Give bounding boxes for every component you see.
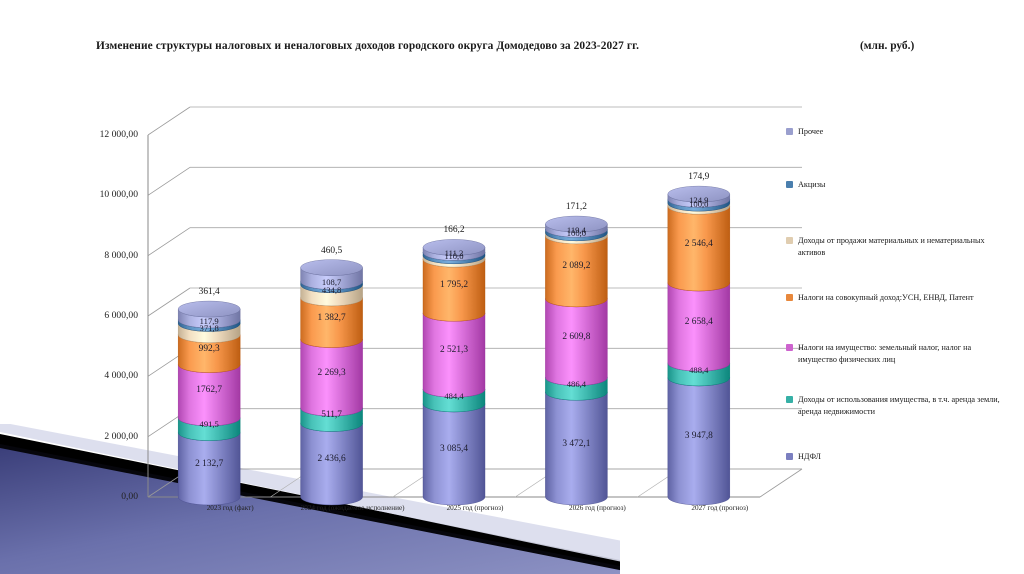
bar-group	[422, 239, 486, 506]
legend-item[interactable]: Доходы от продажи материальных и нематер…	[786, 235, 1012, 259]
y-axis-tick-label: 10 000,00	[99, 189, 138, 201]
legend-item[interactable]: Прочее	[786, 126, 1012, 138]
legend-item[interactable]: НДФЛ	[786, 451, 1012, 463]
x-axis-tick-label: 2027 год (прогноз)	[691, 504, 749, 512]
x-axis-tick-label: 2026 год (прогноз)	[568, 504, 626, 512]
y-axis-tick-label: 6 000,00	[104, 310, 138, 321]
legend-swatch-icon	[786, 294, 793, 301]
bar-group	[177, 300, 241, 506]
legend-item[interactable]: Доходы от использования имущества, в т.ч…	[786, 394, 1012, 418]
legend-swatch-icon	[786, 181, 793, 188]
y-axis-tick-label: 8 000,00	[104, 249, 138, 261]
y-axis-tick-label: 0,00	[121, 491, 138, 502]
units-label: (млн. руб.)	[860, 40, 915, 52]
legend-swatch-icon	[786, 344, 793, 351]
chart-title-bar: Изменение структуры налоговых и неналого…	[0, 40, 1024, 66]
bar-group	[667, 185, 730, 506]
chart-bars	[177, 185, 730, 506]
legend-swatch-icon	[786, 237, 793, 244]
legend-swatch-icon	[786, 453, 793, 460]
legend-swatch-icon	[786, 396, 793, 403]
y-axis-tick-label: 12 000,00	[99, 129, 138, 140]
legend-item[interactable]: Акцизы	[786, 179, 1012, 191]
x-axis-tick-label: 2024 год (ожидаемое исполнение)	[300, 504, 405, 512]
legend-item-label: НДФЛ	[798, 452, 821, 461]
legend-item-label: Прочее	[798, 127, 824, 136]
legend-item-label: Налоги на совокупный доход:УСН, ЕНВД, Па…	[798, 293, 974, 302]
legend-item-label: Налоги на имущество: земельный налог, на…	[798, 343, 972, 364]
x-axis-tick-label: 2023 год (факт)	[206, 504, 254, 512]
legend-item-label: Акцизы	[798, 180, 826, 189]
legend-swatch-icon	[786, 128, 793, 135]
x-axis-tick-label: 2025 год (прогноз)	[446, 504, 504, 512]
legend-item-label: Доходы от использования имущества, в т.ч…	[798, 395, 1000, 416]
legend-item-label: Доходы от продажи материальных и нематер…	[798, 236, 985, 257]
y-axis-tick-label: 2 000,00	[104, 430, 138, 442]
page-title: Изменение структуры налоговых и неналого…	[96, 40, 640, 52]
legend-item[interactable]: Налоги на совокупный доход:УСН, ЕНВД, Па…	[786, 292, 1012, 304]
y-axis-tick-label: 4 000,00	[104, 370, 138, 382]
chart-gridlines	[147, 106, 803, 498]
bar-group	[300, 259, 363, 506]
bar-group	[545, 215, 608, 506]
legend-item[interactable]: Налоги на имущество: земельный налог, на…	[786, 342, 1012, 366]
